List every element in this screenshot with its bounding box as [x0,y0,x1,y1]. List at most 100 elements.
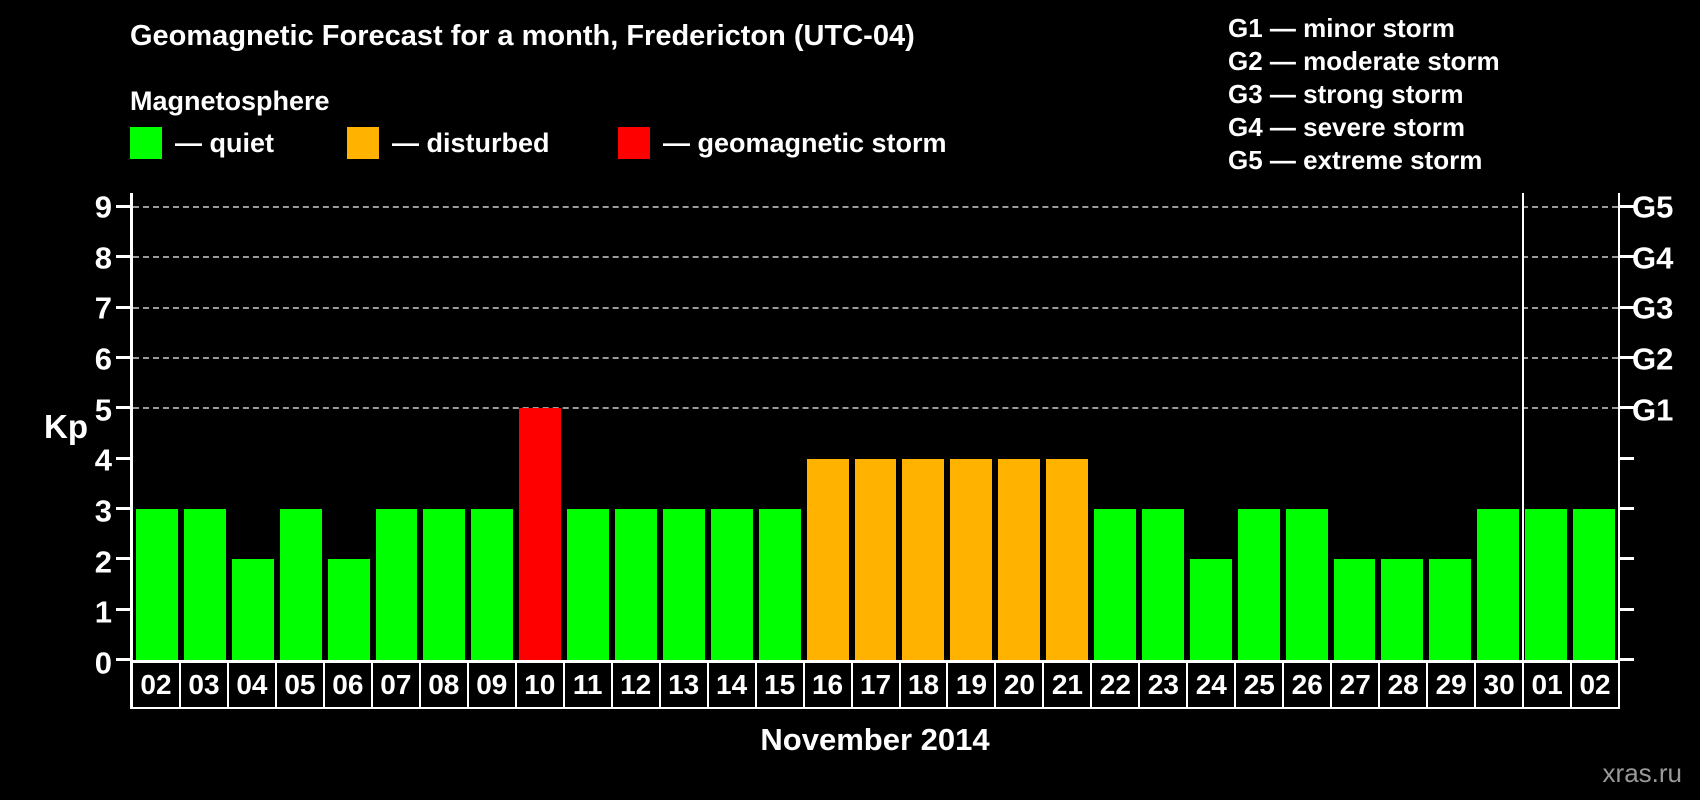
y-tick-label-6: 6 [94,341,112,377]
bar-slot-25 [1331,559,1379,660]
day-label-1-03: 03 [181,663,229,707]
tick-right-kp-1 [1620,607,1634,611]
gridline-kp-6 [133,357,1618,360]
tick-left-kp-5 [116,406,130,410]
bar-slot-19 [1043,458,1091,660]
bar-slot-11 [660,509,708,660]
y-tick-label-8: 8 [94,240,112,276]
g4-scale-label: G4 — severe storm [1228,112,1466,142]
bar-slot-24 [1283,509,1331,660]
kp-axis-label: Kp [44,408,88,445]
y-tick-label-0: 0 [94,645,112,681]
bar-day-04-kp-2 [231,559,274,660]
y-tick-label-9: 9 [94,189,112,225]
quiet-color-swatch [130,127,162,159]
tick-right-kp-8 [1620,255,1634,259]
bar-day-16-kp-4 [806,458,849,660]
bar-day-02-kp-3 [1573,509,1615,660]
bar-day-29-kp-2 [1429,559,1472,660]
day-label-10-12: 12 [613,663,661,707]
day-label-14-16: 16 [805,663,853,707]
bar-slot-30 [1570,509,1618,660]
day-label-29-01: 01 [1524,663,1573,707]
bar-slot-15 [852,458,900,660]
bar-slot-1 [181,509,229,660]
tick-right-kp-3 [1620,507,1634,511]
day-label-27-29: 29 [1428,663,1477,707]
day-label-15-17: 17 [853,663,901,707]
day-label-20-22: 22 [1092,663,1141,707]
right-axis-label-g5: G5 [1632,189,1674,225]
x-axis-label: November 2014 [760,722,990,757]
bar-slot-28 [1474,509,1522,660]
bar-slot-10 [612,509,660,660]
bar-day-11-kp-3 [567,509,610,660]
bar-day-25-kp-3 [1237,509,1280,660]
day-label-19-21: 21 [1044,663,1093,707]
bar-slot-9 [564,509,612,660]
tick-right-kp-5 [1620,406,1634,410]
day-label-18-20: 20 [996,663,1045,707]
gridline-kp-8 [133,256,1618,259]
month-separator-line [1522,193,1525,660]
bar-slot-6 [420,509,468,660]
bar-slot-3 [277,509,325,660]
tick-left-kp-0 [116,658,130,661]
bar-slot-18 [995,458,1043,660]
bar-slot-12 [708,509,756,660]
bar-day-13-kp-3 [662,509,705,660]
bar-day-17-kp-4 [854,458,897,660]
right-axis-label-g1: G1 [1632,392,1674,428]
bar-day-02-kp-3 [136,509,178,660]
bar-day-03-kp-3 [183,509,226,660]
bar-slot-14 [804,458,852,660]
bar-day-19-kp-4 [950,458,993,660]
bar-day-21-kp-4 [1046,458,1089,660]
tick-right-kp-6 [1620,356,1634,360]
bar-slot-0 [133,509,181,660]
tick-left-kp-9 [116,205,130,209]
tick-right-kp-0 [1620,658,1634,661]
bar-day-28-kp-2 [1381,559,1424,660]
day-label-30-02: 02 [1579,669,1611,700]
day-label-5-07: 07 [373,663,421,707]
bar-day-20-kp-4 [998,458,1041,660]
day-label-0-02: 02 [133,663,181,707]
tick-left-kp-8 [116,255,130,259]
y-tick-label-5: 5 [94,392,112,428]
right-axis-label-g4: G4 [1632,240,1674,276]
bar-day-30-kp-3 [1477,509,1520,660]
gridline-kp-5 [133,407,1618,410]
day-label-25-27: 27 [1332,663,1381,707]
y-tick-label-7: 7 [94,290,112,326]
bar-slot-7 [468,509,516,660]
gridline-kp-7 [133,306,1618,309]
tick-left-kp-7 [116,305,130,309]
legend-item-quiet: — quiet [130,126,274,160]
magnetosphere-legend: — quiet — disturbed — geomagnetic storm [130,126,1030,160]
bar-slot-21 [1139,509,1187,660]
day-labels-row: 02 03 04 05 06 07 08 09 10 11 12 13 14 15 16 17 18 19 20 21… [130,663,1620,709]
bar-slot-27 [1426,559,1474,660]
g5-scale-label: G5 — extreme storm [1228,145,1483,175]
bar-slot-20 [1091,509,1139,660]
legend-label-quiet: — quiet [175,127,274,158]
disturbed-color-swatch [347,127,379,159]
bar-slot-13 [756,509,804,660]
tick-right-kp-2 [1620,557,1634,561]
legend-item-storm: — geomagnetic storm [618,126,947,160]
day-label-7-09: 09 [469,663,517,707]
magnetosphere-label: Magnetosphere [130,86,330,116]
bar-day-26-kp-3 [1285,509,1328,660]
bar-slot-29 [1522,509,1570,660]
tick-right-kp-7 [1620,305,1634,309]
storm-color-swatch [618,127,650,159]
watermark: xras.ru [1602,758,1682,788]
day-label-8-10: 10 [517,663,565,707]
bar-day-14-kp-3 [710,509,753,660]
y-axis-labels: 0 1 2 3 4 5 6 7 8 9 [20,189,112,679]
bar-day-27-kp-2 [1333,559,1376,660]
day-label-22-24: 24 [1188,663,1237,707]
bar-day-07-kp-3 [375,509,418,660]
bar-slot-8 [516,408,564,660]
